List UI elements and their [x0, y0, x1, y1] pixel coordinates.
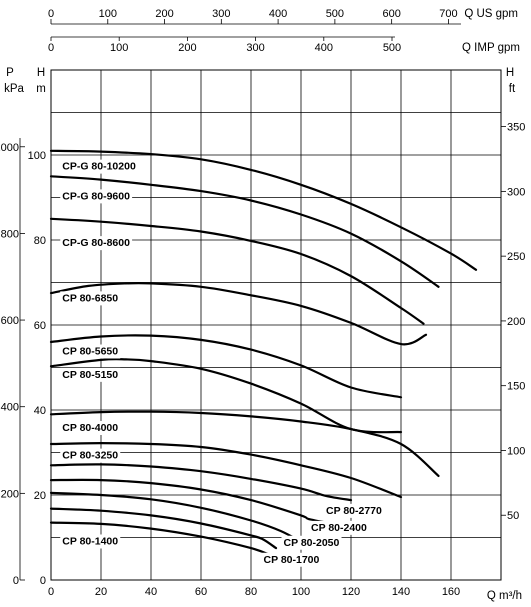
curve-cp-80-2400 — [49, 478, 353, 528]
curve-cp-80-5150 — [49, 358, 403, 434]
feet-axis-label: H — [506, 67, 514, 79]
curve-label-cp-80-5650: CP 80-5650 — [62, 346, 118, 358]
pressure-tick-label: 600 — [1, 315, 19, 327]
curve-label-cp-80-2050: CP 80-2050 — [284, 537, 340, 549]
imp-gpm-tick-label: 100 — [110, 42, 128, 54]
us-gpm-tick-label: 600 — [382, 8, 400, 20]
curve-label-background — [60, 534, 121, 549]
pressure-tick-label: 1000 — [0, 142, 19, 154]
us-gpm-axis-label: Q US gpm — [464, 8, 518, 20]
feet-tick-label: 350 — [507, 122, 525, 134]
feet-axis-unit: ft — [509, 83, 516, 95]
x-tick-label: 100 — [292, 586, 310, 598]
curve-label-background — [324, 503, 385, 518]
curve-label-background — [60, 367, 121, 382]
x-tick-label: 20 — [95, 586, 107, 598]
us-gpm-tick-label: 0 — [48, 8, 54, 20]
curve-cp-80-3250 — [49, 441, 403, 499]
curve-label-cp-80-2770: CP 80-2770 — [326, 505, 382, 517]
x-tick-label: 0 — [48, 586, 54, 598]
curves — [49, 149, 478, 557]
x-tick-label: 120 — [342, 586, 360, 598]
curve-label-cp-g-80-8600: CP-G 80-8600 — [62, 237, 130, 249]
curve-label-background — [60, 448, 121, 463]
curve-label-cp-g-80-10200: CP-G 80-10200 — [62, 161, 136, 173]
curve-label-background — [261, 552, 322, 567]
curve-label-cp-80-6850: CP 80-6850 — [62, 292, 118, 304]
x-tick-label: 140 — [392, 586, 410, 598]
curve-label-background — [60, 236, 133, 251]
imp-gpm-tick-label: 200 — [178, 42, 196, 54]
feet-tick-label: 50 — [507, 510, 519, 522]
imp-gpm-tick-label: 0 — [48, 42, 54, 54]
curve-label-background — [60, 159, 138, 174]
pressure-tick-label: 200 — [1, 488, 19, 500]
x-tick-label: 40 — [145, 586, 157, 598]
curve-labels: CP-G 80-10200 CP-G 80-9600 CP-G 80-8600 CP … — [60, 159, 385, 567]
pressure-tick-label: 0 — [13, 575, 19, 587]
curve-label-cp-80-2400: CP 80-2400 — [311, 522, 367, 534]
plot-frame — [50, 69, 502, 581]
x-axis-label: Q m³/h — [487, 590, 522, 602]
curve-label-cp-80-1700: CP 80-1700 — [264, 554, 320, 566]
curve-cp-80-2050 — [49, 491, 303, 543]
curve-label-background — [309, 520, 370, 535]
curve-label-cp-80-3250: CP 80-3250 — [62, 450, 118, 462]
y-tick-label: 60 — [34, 320, 46, 332]
pressure-axis-label: P — [6, 67, 14, 79]
pressure-axis-unit: kPa — [4, 83, 24, 95]
curve-cp-80-5650 — [49, 334, 403, 399]
curve-label-background — [60, 421, 121, 435]
pressure-tick-label: 400 — [1, 402, 19, 414]
axes: 0 20 40 60 80 100 120 140 160 Q m³/h 0 20 40 60 80 100 H… — [0, 8, 525, 602]
curve-label-cp-80-4000: CP 80-4000 — [62, 422, 118, 434]
y-axis-label-h: H — [37, 67, 45, 79]
imp-gpm-tick-label: 400 — [315, 42, 333, 54]
y-tick-label: 100 — [28, 150, 46, 162]
curve-cp-80-1700 — [49, 507, 278, 550]
curve-cp-g-80-8600 — [49, 217, 425, 325]
curve-label-background — [60, 189, 133, 204]
feet-tick-label: 200 — [507, 316, 525, 328]
curve-cp-g-80-9600 — [49, 175, 440, 288]
curve-cp-80-2770 — [49, 463, 353, 502]
us-gpm-tick-label: 100 — [99, 8, 117, 20]
curve-label-background — [60, 344, 121, 359]
imp-gpm-tick-label: 300 — [246, 42, 264, 54]
curve-label-cp-80-5150: CP 80-5150 — [62, 369, 118, 381]
feet-tick-label: 150 — [507, 381, 525, 393]
feet-tick-label: 250 — [507, 251, 525, 263]
feet-tick-label: 300 — [507, 186, 525, 198]
y-tick-label: 20 — [34, 490, 46, 502]
y-tick-label: 0 — [40, 575, 46, 587]
x-tick-label: 80 — [245, 586, 257, 598]
x-tick-label: 60 — [195, 586, 207, 598]
y-tick-label: 40 — [34, 405, 46, 417]
feet-tick-label: 100 — [507, 445, 525, 457]
curve-label-cp-80-1400: CP 80-1400 — [62, 535, 118, 547]
us-gpm-tick-label: 400 — [269, 8, 287, 20]
curve-cp-80-4000 — [49, 410, 440, 477]
x-tick-label: 160 — [442, 586, 460, 598]
y-axis-unit-m: m — [36, 83, 46, 95]
curve-cp-80-6850 — [49, 281, 428, 346]
curve-label-cp-g-80-9600: CP-G 80-9600 — [62, 190, 130, 202]
us-gpm-tick-label: 300 — [212, 8, 230, 20]
us-gpm-tick-label: 200 — [155, 8, 173, 20]
curve-cp-g-80-10200 — [49, 149, 478, 271]
y-tick-label: 80 — [34, 235, 46, 247]
pressure-tick-label: 800 — [1, 228, 19, 240]
grid — [50, 69, 502, 581]
imp-gpm-axis-label: Q IMP gpm — [462, 42, 520, 54]
curve-label-background — [60, 291, 121, 306]
imp-gpm-tick-label: 500 — [383, 42, 401, 54]
us-gpm-tick-label: 500 — [326, 8, 344, 20]
curve-label-background — [281, 535, 342, 550]
us-gpm-tick-label: 700 — [439, 8, 457, 20]
curve-cp-80-1400 — [49, 521, 273, 557]
